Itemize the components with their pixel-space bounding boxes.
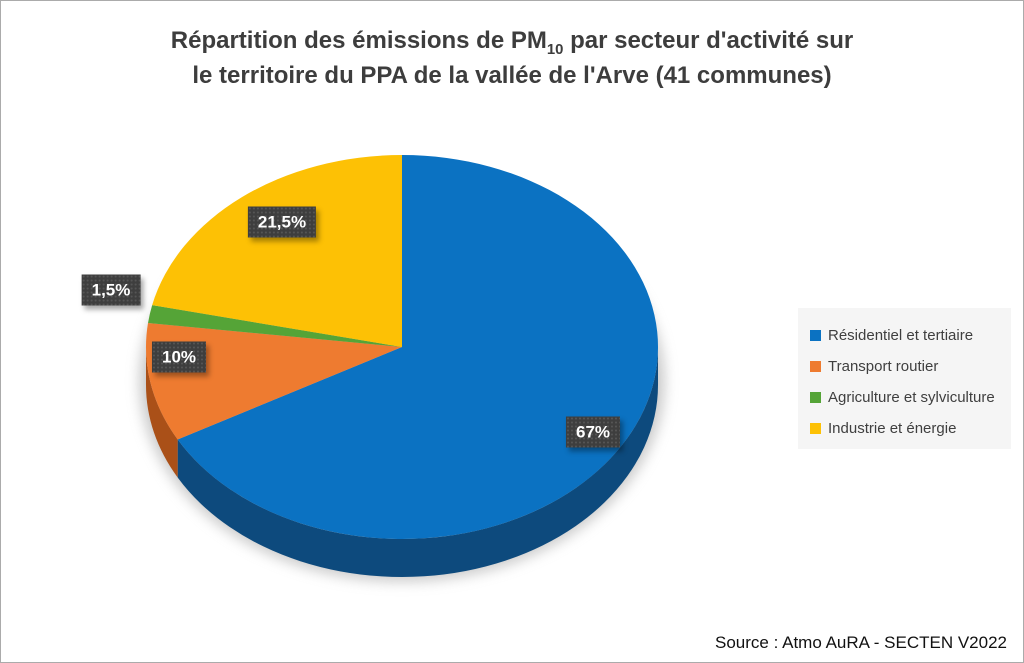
pie-value-label-3: 21,5% xyxy=(247,206,317,238)
pie-slice-1 xyxy=(146,322,402,440)
pie-value-label-1: 10% xyxy=(151,341,207,373)
legend-label: Agriculture et sylviculture xyxy=(828,389,995,406)
pie-slice-2 xyxy=(148,305,402,347)
legend-label: Industrie et énergie xyxy=(828,420,957,437)
pie-slice-0 xyxy=(177,154,659,539)
legend-label: Transport routier xyxy=(828,358,939,375)
pie-slices xyxy=(146,154,659,539)
chart-title-line2: le territoire du PPA de la vallée de l'A… xyxy=(192,62,832,89)
pm10-subscript: 10 xyxy=(546,41,564,58)
source-caption: Source : Atmo AuRA - SECTEN V2022 xyxy=(715,633,1007,652)
legend-item-0: Résidentiel et tertiaire xyxy=(810,320,1011,351)
legend-label: Résidentiel et tertiaire xyxy=(828,327,974,344)
pie-value-label-0: 67% xyxy=(565,416,621,448)
pie-3d-sides xyxy=(146,347,659,577)
legend-item-3: Industrie et énergie xyxy=(810,413,1011,444)
legend-item-1: Transport routier xyxy=(810,351,1011,382)
pie-value-label-2: 1,5% xyxy=(81,274,141,306)
legend-swatch-icon xyxy=(810,423,821,434)
legend-swatch-icon xyxy=(810,361,821,372)
chart-title-line1: Répartition des émissions de PM10 par se… xyxy=(170,27,854,58)
legend-swatch-icon xyxy=(810,330,821,341)
legend-item-2: Agriculture et sylviculture xyxy=(810,382,1011,413)
legend: Résidentiel et tertiaire Transport routie… xyxy=(798,308,1011,449)
pie-slice-3 xyxy=(152,155,402,347)
chart-title: Répartition des émissions de PM10 par se… xyxy=(1,23,1023,93)
pie-slice-side-1 xyxy=(146,347,178,478)
legend-swatch-icon xyxy=(810,392,821,403)
pie-slice-side-0 xyxy=(177,347,659,577)
